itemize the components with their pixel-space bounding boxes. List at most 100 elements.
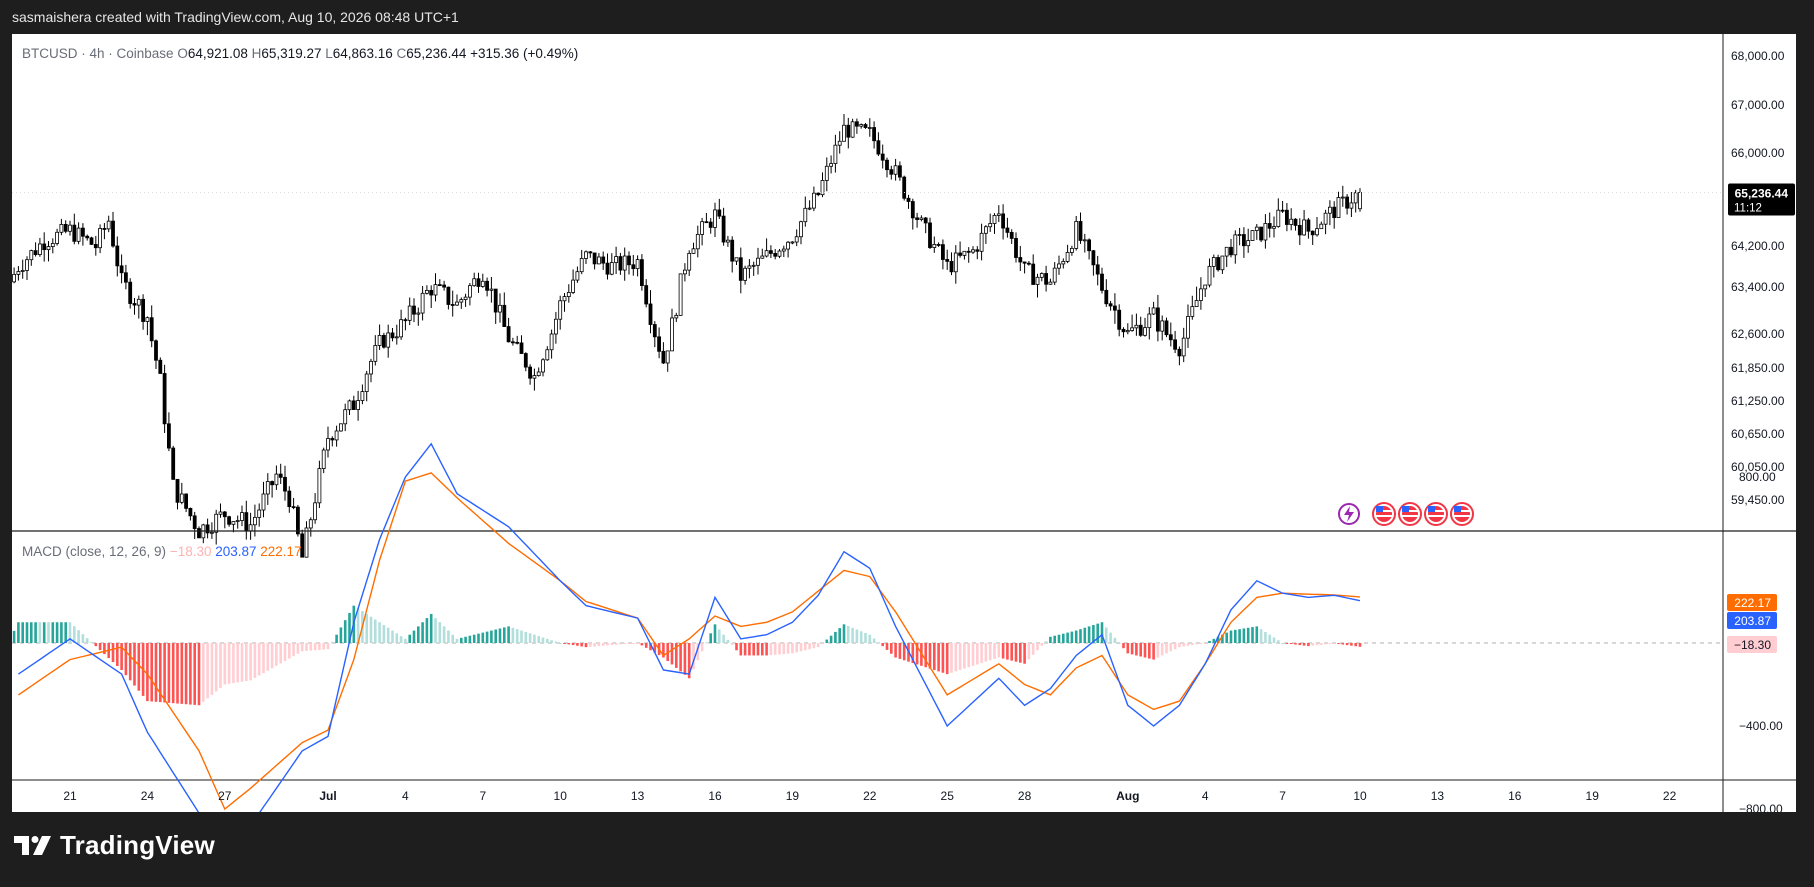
candlestick-series: [12, 113, 1362, 558]
candle-down: [1280, 209, 1285, 212]
macd-histogram-bar: [1311, 643, 1314, 646]
macd-histogram-bar: [356, 608, 360, 643]
candle-up: [700, 221, 704, 235]
macd-histogram-bar: [236, 643, 239, 683]
chart-canvas[interactable]: 68,000.00 67,000.00 66,000.00 64,200.00 63,4…: [0, 0, 1814, 812]
candle-down: [1108, 303, 1113, 307]
macd-histogram-bar: [748, 643, 751, 656]
ohlc-legend-part: 65,236.44: [406, 46, 470, 61]
signal-value-badge-bg: [1727, 594, 1777, 611]
macd-histogram-bar: [945, 643, 949, 675]
candle-up: [532, 375, 537, 379]
macd-histogram-bar: [417, 626, 420, 643]
candle-down: [1259, 226, 1263, 241]
candle-up: [988, 223, 993, 228]
macd-histogram-bar: [1173, 643, 1177, 650]
macd-histogram-bar: [176, 643, 179, 704]
price-tick-label: 62,600.00: [1731, 327, 1785, 341]
candle-up: [751, 264, 756, 267]
macd-histogram-bar: [941, 643, 945, 673]
macd-histogram-bar: [971, 643, 975, 666]
candle-up: [971, 249, 975, 253]
macd-histogram-bar: [1148, 643, 1151, 659]
candle-down: [906, 197, 911, 202]
macd-histogram-bar: [847, 626, 850, 643]
macd-histogram-bar: [1027, 643, 1031, 660]
tradingview-logo[interactable]: TradingView: [14, 830, 215, 861]
time-tick-label: 13: [1431, 789, 1445, 803]
candle-up: [1082, 239, 1087, 242]
candle-down: [42, 243, 47, 251]
macd-histogram-bar: [464, 636, 467, 643]
histogram-value-badge-bg: [1727, 636, 1777, 653]
candle-down: [618, 256, 623, 271]
time-tick-label: 4: [402, 789, 409, 803]
macd-histogram-bar: [1358, 643, 1362, 647]
macd-histogram-bar: [653, 643, 657, 653]
macd-histogram-bar: [902, 643, 906, 661]
price-tick-label: 61,850.00: [1731, 361, 1785, 375]
candle-down: [1156, 307, 1160, 332]
macd-histogram-bar: [644, 643, 648, 648]
macd-histogram-bar: [408, 634, 411, 643]
macd-histogram-bar: [17, 622, 20, 643]
macd-histogram-bar: [808, 643, 811, 650]
macd-histogram-bar: [399, 636, 403, 643]
macd-histogram-bar: [12, 630, 16, 643]
macd-histogram-bar: [288, 643, 291, 659]
macd-histogram-bar: [1186, 643, 1190, 646]
macd-histogram-bar: [1350, 643, 1353, 646]
candle-up: [541, 359, 545, 373]
candle-down: [33, 250, 38, 255]
histogram-value-badge: −18.30: [1734, 638, 1771, 652]
macd-histogram-bar: [85, 638, 89, 643]
candle-up: [984, 226, 988, 234]
macd-histogram-bar: [1169, 643, 1173, 652]
candle-up: [1254, 226, 1259, 231]
candle-down: [192, 515, 197, 529]
ohlc-legend-part: 64,863.16: [333, 46, 397, 61]
macd-histogram-bar: [451, 634, 454, 643]
us-flag-stripe: [1454, 515, 1470, 517]
candle-up: [1203, 284, 1208, 290]
candle-down: [958, 252, 962, 256]
candle-down: [1267, 223, 1272, 229]
candle-up: [364, 373, 369, 392]
candle-up: [726, 239, 730, 243]
macd-histogram-bar: [730, 643, 734, 646]
candle-up: [20, 270, 25, 272]
candle-up: [932, 244, 937, 248]
macd-histogram-bar: [997, 643, 1001, 658]
candle-down: [1293, 218, 1298, 226]
price-tick-label: 61,250.00: [1731, 394, 1785, 408]
candle-up: [1211, 257, 1216, 267]
candle-up: [424, 290, 429, 294]
candle-down: [429, 290, 434, 296]
macd-histogram-bar: [743, 643, 747, 656]
candle-up: [218, 511, 223, 515]
candle-up: [979, 232, 984, 252]
macd-histogram-bar: [146, 643, 149, 702]
macd-histogram-bar: [735, 643, 738, 651]
time-tick-label: 22: [863, 789, 877, 803]
macd-histogram-bar: [541, 637, 545, 643]
time-tick-label: 10: [554, 789, 568, 803]
candle-up: [214, 513, 219, 533]
macd-histogram-bar: [601, 643, 605, 646]
candle-up: [46, 246, 51, 251]
candle-up: [1074, 221, 1079, 249]
macd-histogram-bar: [227, 643, 231, 684]
candle-up: [794, 236, 799, 243]
bar-countdown: 11:12: [1734, 202, 1762, 214]
macd-tick-label: 800.00: [1739, 470, 1776, 484]
time-tick-label: 7: [1279, 789, 1286, 803]
macd-histogram-bar: [580, 643, 583, 647]
macd-histogram-bar: [993, 643, 996, 659]
candle-up: [472, 278, 477, 287]
candle-up: [558, 300, 563, 320]
macd-histogram-bar: [670, 643, 674, 665]
candle-up: [416, 312, 421, 315]
candle-down: [923, 217, 928, 224]
candle-up: [790, 241, 795, 244]
macd-histogram-bar: [245, 643, 248, 682]
